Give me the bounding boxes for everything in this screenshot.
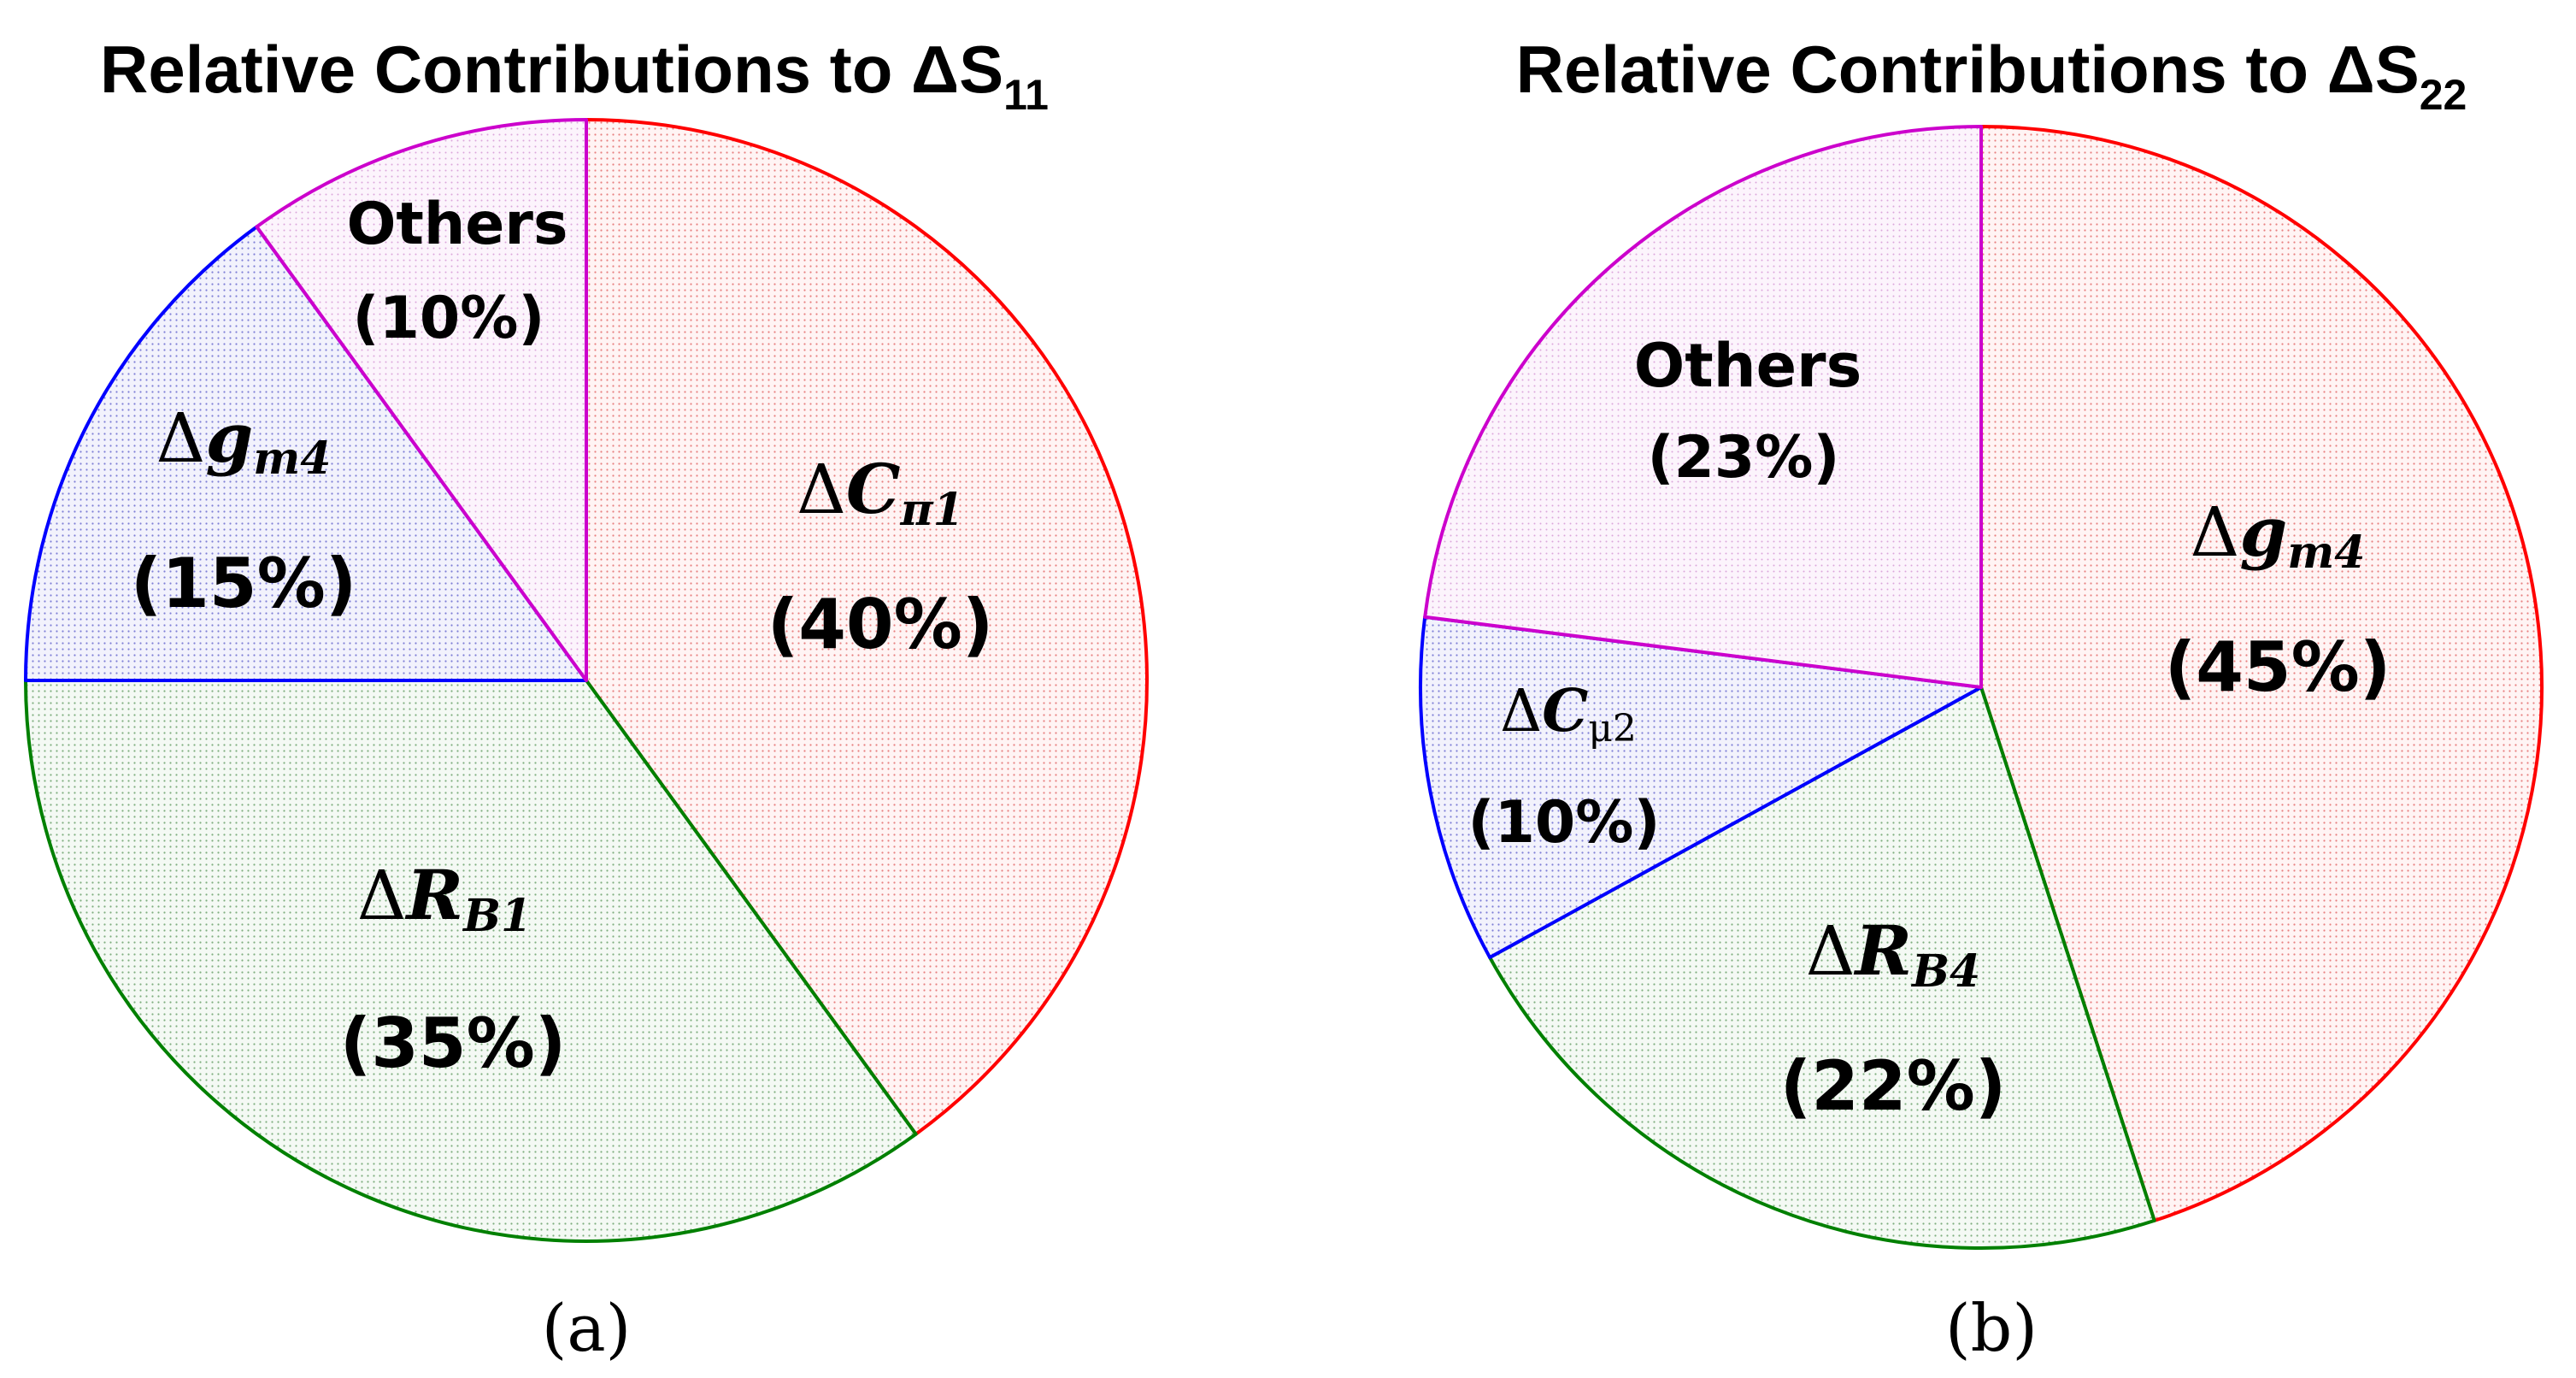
svg-text:(10%): (10%) [1468,789,1661,857]
chart-title-b: Relative Contributions to ΔS22 [1516,32,2467,119]
svg-text:ΔCπ1: ΔCπ1 [797,449,964,536]
pie-slice-gm4-b [1979,125,2544,1222]
pie-chart-a: Relative Contributions to ΔS11 ΔCπ1 (40%… [24,32,1149,1366]
slice-label-cmu2-b: ΔCμ2 (10%) [1468,677,1661,857]
svg-text:(10%): (10%) [353,285,545,352]
svg-text:(40%): (40%) [768,585,994,664]
svg-text:(22%): (22%) [1780,1046,2007,1126]
svg-text:ΔRB4: ΔRB4 [1806,910,1980,998]
svg-text:Others: Others [347,191,568,258]
chart-title-a: Relative Contributions to ΔS11 [100,32,1049,119]
svg-text:Others: Others [1634,331,1861,401]
svg-text:Δgm4: Δgm4 [156,398,332,485]
svg-text:(15%): (15%) [131,544,357,623]
slice-label-others-b: Others (23%) [1634,331,1861,492]
pie-slice-others-a [255,118,588,682]
svg-text:ΔCμ2: ΔCμ2 [1500,677,1637,751]
svg-text:(23%): (23%) [1648,424,1840,492]
pie-slice-gm4-a [24,225,588,682]
pie-slice-rb4-b [1488,686,2156,1250]
svg-text:Δgm4: Δgm4 [2191,492,2366,579]
svg-text:(45%): (45%) [2165,627,2391,707]
pie-slice-cmu2-b [1418,615,1983,960]
slice-label-cpi1-a: ΔCπ1 (40%) [768,449,994,664]
pie-slice-rb1-a [24,679,918,1243]
slice-label-rb1-a: ΔRB1 (35%) [340,855,567,1083]
slice-label-gm4-a: Δgm4 (15%) [131,398,357,623]
svg-text:(35%): (35%) [340,1004,567,1083]
slice-label-rb4-b: ΔRB4 (22%) [1780,910,2007,1126]
panel-label-b: (b) [1945,1290,2038,1366]
pie-slice-cpi1-a [585,118,1149,1136]
pie-chart-b: Relative Contributions to ΔS22 Δgm4 (45%… [1418,32,2544,1366]
panel-label-a: (a) [542,1290,632,1366]
pie-slice-others-b [1423,125,1983,689]
slice-label-gm4-b: Δgm4 (45%) [2165,492,2391,707]
slice-label-others-a: Others (10%) [347,191,568,352]
slices-b [1418,125,2544,1250]
svg-text:ΔRB1: ΔRB1 [357,855,532,942]
slices-a [24,118,1149,1243]
